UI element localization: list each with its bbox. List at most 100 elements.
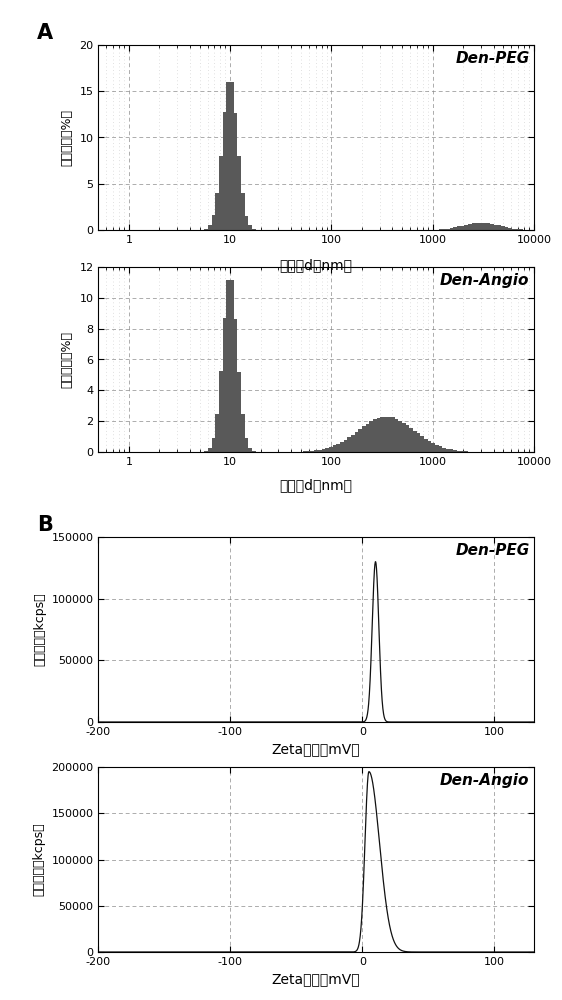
Bar xyxy=(205,229,208,230)
Bar xyxy=(208,448,212,452)
X-axis label: Zeta电位（mV）: Zeta电位（mV） xyxy=(272,972,360,986)
Bar xyxy=(248,448,252,452)
Bar xyxy=(343,440,347,452)
Y-axis label: 信号强度（%）: 信号强度（%） xyxy=(61,109,74,166)
Text: Den-Angio: Den-Angio xyxy=(440,273,529,288)
Bar xyxy=(432,443,435,452)
Bar xyxy=(424,439,428,452)
Bar xyxy=(314,450,318,452)
Bar xyxy=(234,113,237,230)
Bar xyxy=(501,226,505,230)
Bar xyxy=(402,423,406,452)
Bar xyxy=(468,224,472,230)
Bar xyxy=(355,432,358,452)
Bar xyxy=(446,229,450,230)
Bar xyxy=(446,449,450,452)
Bar xyxy=(461,226,464,230)
Bar xyxy=(212,438,215,452)
Bar xyxy=(223,318,226,452)
Bar xyxy=(237,372,241,452)
Bar xyxy=(318,450,321,452)
Bar xyxy=(479,223,483,230)
Bar xyxy=(490,224,493,230)
Bar xyxy=(373,419,377,452)
Bar xyxy=(417,433,420,452)
Bar xyxy=(351,435,355,452)
Bar xyxy=(252,229,256,230)
Bar xyxy=(215,193,219,230)
Bar xyxy=(215,414,219,452)
Bar xyxy=(219,371,223,452)
Bar xyxy=(237,156,241,230)
Bar xyxy=(325,448,329,452)
Bar xyxy=(454,450,457,452)
Text: 粒径（d，nm）: 粒径（d，nm） xyxy=(279,478,352,492)
Text: Den-PEG: Den-PEG xyxy=(455,543,529,558)
Bar xyxy=(486,223,490,230)
Text: Den-PEG: Den-PEG xyxy=(455,51,529,66)
Bar xyxy=(508,228,512,230)
Bar xyxy=(398,421,402,452)
Bar xyxy=(442,448,446,452)
Bar xyxy=(439,446,442,452)
Bar xyxy=(413,431,417,452)
Y-axis label: 信号强度（kcps）: 信号强度（kcps） xyxy=(33,823,46,896)
Bar xyxy=(454,227,457,230)
Bar xyxy=(410,428,413,452)
Bar xyxy=(457,451,461,452)
Bar xyxy=(241,193,245,230)
Bar xyxy=(435,445,439,452)
Bar xyxy=(311,451,314,452)
Bar xyxy=(369,421,373,452)
Bar xyxy=(347,437,351,452)
X-axis label: Zeta电位（mV）: Zeta电位（mV） xyxy=(272,742,360,756)
Bar xyxy=(475,223,479,230)
Bar xyxy=(358,429,362,452)
Bar xyxy=(230,82,234,230)
Bar xyxy=(333,445,336,452)
Bar xyxy=(226,280,230,452)
Bar xyxy=(464,225,468,230)
Bar xyxy=(395,419,398,452)
Bar xyxy=(384,417,387,452)
Bar xyxy=(223,112,226,230)
Bar xyxy=(497,225,501,230)
Text: Den-Angio: Den-Angio xyxy=(440,773,529,788)
Bar xyxy=(365,424,369,452)
Bar xyxy=(329,447,333,452)
Text: A: A xyxy=(37,23,53,43)
Bar xyxy=(420,436,424,452)
Y-axis label: 信号强度（%）: 信号强度（%） xyxy=(61,331,74,388)
Y-axis label: 信号强度（kcps）: 信号强度（kcps） xyxy=(33,593,46,666)
Bar xyxy=(387,417,391,452)
Bar xyxy=(450,449,454,452)
Bar xyxy=(391,417,395,452)
Bar xyxy=(230,280,234,452)
Bar xyxy=(512,229,515,230)
Bar xyxy=(245,438,248,452)
Bar xyxy=(340,442,343,452)
Bar xyxy=(450,228,454,230)
Bar xyxy=(241,414,245,452)
Text: 粒径（d，nm）: 粒径（d，nm） xyxy=(279,258,352,272)
Bar xyxy=(377,418,380,452)
Bar xyxy=(493,225,497,230)
Bar xyxy=(457,226,461,230)
Bar xyxy=(234,319,237,452)
Bar xyxy=(219,156,223,230)
Bar xyxy=(245,216,248,230)
Bar xyxy=(321,449,325,452)
Bar xyxy=(226,82,230,230)
Bar xyxy=(505,227,508,230)
Bar xyxy=(428,441,432,452)
Bar xyxy=(336,444,340,452)
Bar xyxy=(212,215,215,230)
Bar xyxy=(248,225,252,230)
Bar xyxy=(472,223,475,230)
Bar xyxy=(406,425,410,452)
Bar xyxy=(208,225,212,230)
Bar xyxy=(483,223,486,230)
Bar xyxy=(380,417,384,452)
Bar xyxy=(362,426,365,452)
Text: B: B xyxy=(37,515,53,535)
